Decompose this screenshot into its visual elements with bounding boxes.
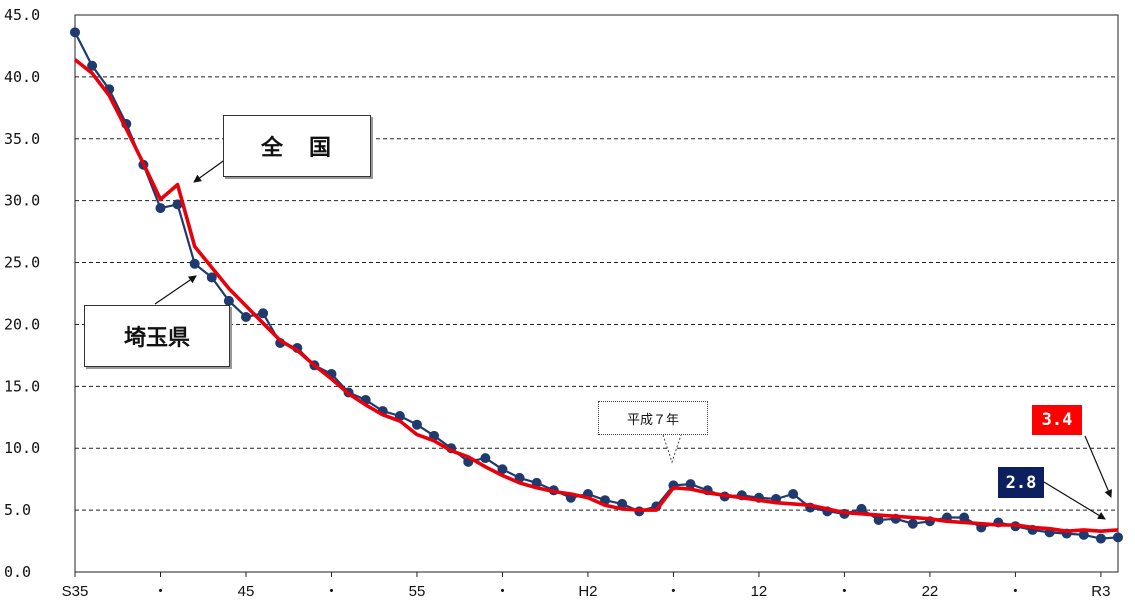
data-point — [1113, 532, 1123, 543]
heisei7-pointer — [662, 434, 682, 464]
y-tick-label: 0.0 — [4, 563, 31, 581]
national-last-value-arrow — [1084, 435, 1112, 498]
data-point — [70, 27, 80, 38]
data-point — [788, 489, 799, 500]
saitama-last-value: 2.8 — [1005, 472, 1037, 493]
x-tick-label: ・ — [837, 583, 852, 600]
national-last-value: 3.4 — [1041, 410, 1073, 430]
saitama-label: 埼玉県 — [123, 326, 190, 351]
plot-frame — [74, 14, 1119, 573]
x-tick-label: ・ — [1008, 583, 1023, 600]
saitama-last-value-badge: 2.8 — [998, 467, 1044, 498]
national-label: 全 国 — [260, 136, 333, 161]
y-tick-label: 40.0 — [4, 68, 40, 86]
y-tick-labels: 0.0 5.0 10.0 15.0 20.0 25.0 30.0 35.0 40.0 45.0 — [4, 6, 40, 581]
data-point — [617, 498, 628, 509]
y-tick-label: 45.0 — [4, 6, 40, 24]
data-point — [480, 453, 491, 464]
x-tick-label: 45 — [238, 583, 255, 600]
data-point — [87, 60, 98, 71]
grid-lines — [75, 76, 1118, 511]
data-point — [856, 503, 867, 514]
x-tick-label: H2 — [578, 583, 597, 600]
y-tick-label: 30.0 — [4, 192, 40, 210]
heisei7-label-box: 平成７年 — [598, 401, 708, 435]
data-point — [873, 515, 884, 526]
national-label-box: 全 国 — [223, 115, 371, 177]
series-lines — [70, 27, 1123, 544]
x-tick-label: 55 — [409, 583, 426, 600]
y-tick-label: 5.0 — [4, 501, 31, 519]
series-line-0 — [74, 31, 1119, 540]
data-point — [497, 464, 508, 475]
x-tick-labels: S35 ・ 45 ・ 55 ・ H2 ・ 12 ・ 22 ・ R3 — [62, 583, 1111, 600]
national-last-value-badge: 3.4 — [1032, 405, 1082, 435]
x-tick-label: 22 — [922, 583, 939, 600]
saitama-label-arrow — [154, 275, 197, 305]
heisei7-label: 平成７年 — [626, 412, 679, 428]
data-point — [907, 518, 918, 529]
data-point — [411, 419, 422, 430]
x-tick-label: S35 — [62, 583, 89, 600]
annotation-arrows — [154, 158, 1112, 520]
y-tick-label: 15.0 — [4, 377, 40, 395]
y-tick-label: 20.0 — [4, 315, 40, 333]
data-point — [172, 199, 183, 210]
saitama-last-value-arrow — [1043, 481, 1106, 520]
data-point — [155, 203, 166, 214]
data-point — [223, 295, 234, 306]
y-tick-label: 25.0 — [4, 254, 40, 272]
x-tick-label: ・ — [666, 583, 681, 600]
x-tick-label: ・ — [495, 583, 510, 600]
x-tick-label: ・ — [324, 583, 339, 600]
x-tick-label: R3 — [1091, 583, 1110, 600]
data-point — [1078, 529, 1089, 540]
data-point — [685, 479, 696, 490]
saitama-label-box: 埼玉県 — [84, 305, 230, 367]
y-tick-label: 10.0 — [4, 439, 40, 457]
data-point — [240, 312, 251, 323]
data-point — [959, 512, 970, 523]
x-tick-label: ・ — [153, 583, 168, 600]
axes — [74, 14, 1119, 577]
data-point — [1095, 533, 1106, 544]
data-point — [206, 272, 217, 283]
data-point — [258, 308, 269, 319]
y-tick-label: 35.0 — [4, 130, 40, 148]
data-point — [189, 258, 200, 269]
x-tick-label: 12 — [751, 583, 768, 600]
national-label-arrow — [193, 158, 227, 183]
series-line-1 — [73, 58, 1119, 534]
